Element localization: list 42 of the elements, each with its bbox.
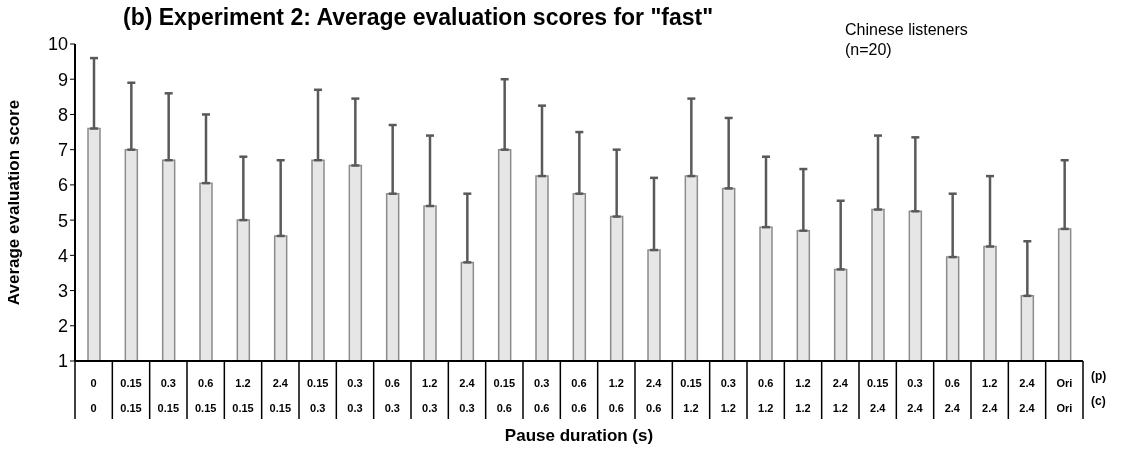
y-tick-label: 3 xyxy=(57,280,68,301)
x-tick-label: 2.4 1.2 xyxy=(832,377,849,414)
y-tick-label: 9 xyxy=(57,69,68,90)
x-tick-label: 1.2 0.15 xyxy=(232,377,254,414)
x-tick-label: 1.2 0.6 xyxy=(608,377,624,414)
y-tick-label: 4 xyxy=(57,245,68,266)
x-tick-label: 0.6 2.4 xyxy=(944,377,961,414)
x-tick-label: 0.3 2.4 xyxy=(907,377,924,414)
x-tick-label: Ori Ori xyxy=(1056,377,1073,414)
x-tick-label: 0.6 0.3 xyxy=(384,377,400,414)
x-tick-label: 0.3 0.15 xyxy=(157,377,180,414)
x-tick-label: 0.15 2.4 xyxy=(866,377,889,414)
x-tick-label: 2.4 0.6 xyxy=(646,377,663,414)
x-tick-label: 2.4 2.4 xyxy=(1019,377,1036,414)
x-axis-title: Pause duration (s) xyxy=(504,426,654,445)
x-tick-label: 0 0 xyxy=(90,377,97,414)
x-tick-label: 2.4 0.3 xyxy=(459,377,476,414)
y-tick-label: 5 xyxy=(57,210,68,231)
y-tick-label: 6 xyxy=(57,175,68,196)
y-tick-label: 1 xyxy=(57,351,68,372)
x-tick-label: 0.3 0.3 xyxy=(347,377,363,414)
x-tick-label: 0.15 1.2 xyxy=(680,377,702,414)
x-tick-label: 0.3 0.6 xyxy=(534,377,550,414)
x-tick-label: 0.6 0.15 xyxy=(194,377,217,414)
x-tick-label: 0.15 0.3 xyxy=(306,377,329,414)
y-tick-label: 2 xyxy=(57,316,68,337)
x-tick-label: 2.4 0.15 xyxy=(269,377,292,414)
text: (c) xyxy=(1091,394,1106,408)
x-tick-label: 1.2 1.2 xyxy=(795,377,811,414)
chart-title: (b) Experiment 2: Average evaluation scores for "fast" xyxy=(123,4,714,31)
x-tick-label: 1.2 2.4 xyxy=(982,377,999,414)
x-tick-label: 0.15 0.15 xyxy=(120,377,142,414)
y-tick-label: 7 xyxy=(57,140,68,161)
x-tick-label: 0.6 0.6 xyxy=(571,377,587,414)
y-tick-label: 10 xyxy=(47,34,68,55)
x-tick-label: 0.6 1.2 xyxy=(758,377,774,414)
x-tick-label: 0.3 1.2 xyxy=(720,377,736,414)
y-tick-label: 8 xyxy=(57,104,68,125)
x-tick-label: 1.2 0.3 xyxy=(422,377,438,414)
annotation: Chinese listeners (n=20) xyxy=(845,20,968,60)
x-tick-label: 0.15 0.6 xyxy=(493,377,516,414)
text: (p) xyxy=(1091,369,1107,383)
